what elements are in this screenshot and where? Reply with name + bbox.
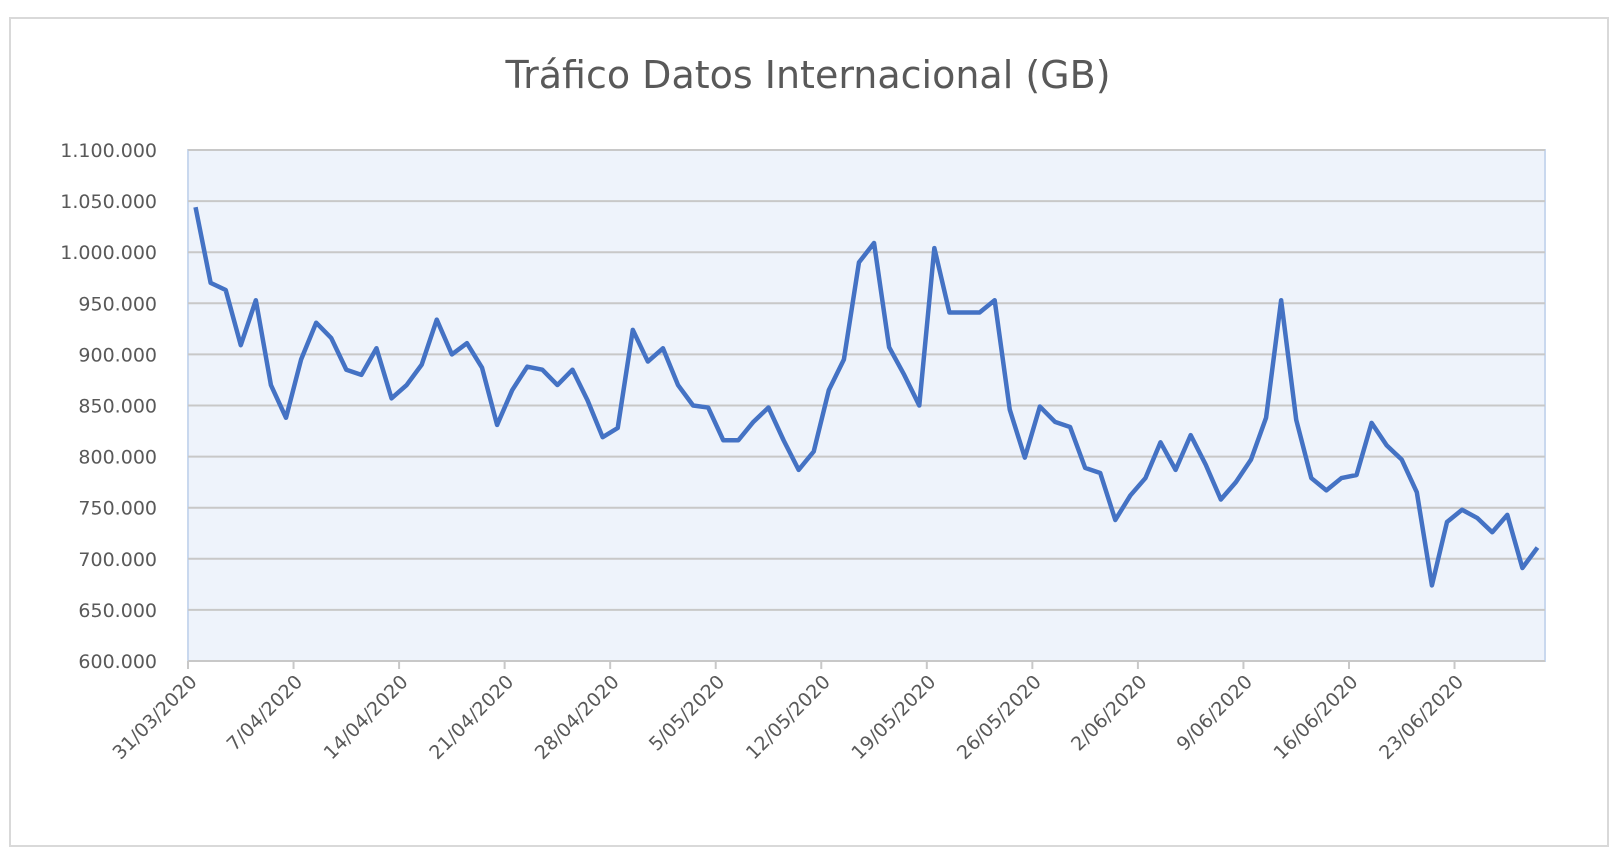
- y-tick-label: 700.000: [78, 549, 157, 571]
- chart-title: Tráfico Datos Internacional (GB): [504, 53, 1110, 97]
- line-series: [193, 206, 1540, 588]
- y-tick-label: 1.000.000: [60, 242, 157, 264]
- y-tick-label: 850.000: [78, 396, 157, 418]
- y-tick-label: 800.000: [78, 447, 157, 469]
- y-tick-label: 900.000: [78, 344, 157, 366]
- y-tick-label: 1.100.000: [60, 140, 157, 162]
- y-tick-label: 600.000: [78, 651, 157, 673]
- y-tick-label: 750.000: [78, 498, 157, 520]
- y-tick-label: 650.000: [78, 600, 157, 622]
- y-tick-label: 950.000: [78, 293, 157, 315]
- y-tick-label: 1.050.000: [60, 191, 157, 213]
